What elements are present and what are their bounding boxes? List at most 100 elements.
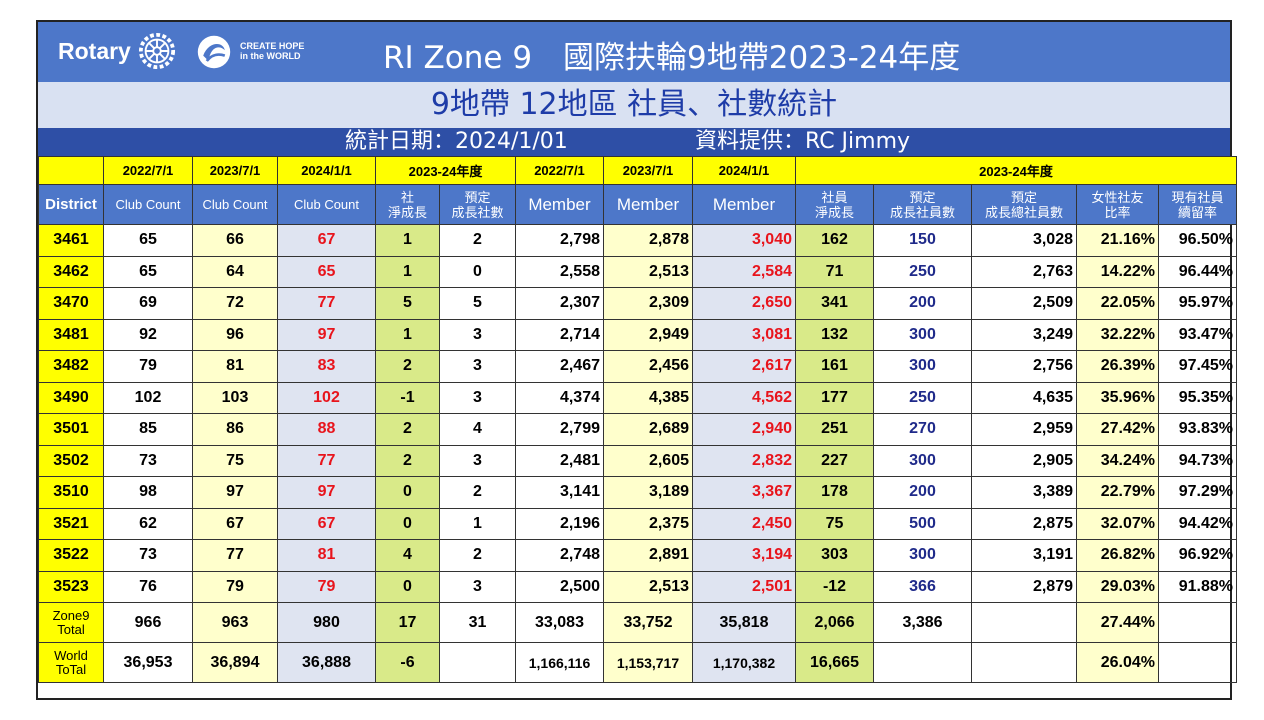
cell-m23: 1,153,717: [603, 642, 693, 683]
cell-cc22: 65: [103, 255, 193, 288]
cell-district: 3482: [38, 350, 104, 383]
cell-retention: 96.44%: [1157, 255, 1238, 288]
cell-district: 3470: [38, 287, 104, 320]
col-member: Member: [603, 184, 693, 225]
header-date: 2024/1/1: [692, 156, 796, 185]
page-title: RI Zone 9 國際扶輪9地帶2023-24年度: [383, 40, 961, 76]
cell-member-total-target: 2,509: [971, 287, 1077, 320]
cell-member-target: 300: [873, 350, 972, 383]
table-row: 3481 92 96 97 1 3 2,714 2,949 3,081 132 300 3,249 32…: [38, 318, 1238, 351]
cell-cc22: 79: [103, 350, 193, 383]
cell-m24: 1,170,382: [692, 642, 796, 683]
cell-cc23: 963: [192, 602, 278, 643]
row-label-line: World: [54, 647, 88, 663]
cell-member-total-target: [971, 602, 1077, 643]
row-label: Zone9 Total: [38, 602, 104, 643]
cell-district: 3490: [38, 381, 104, 414]
col-retention: 現有社員 續留率: [1157, 184, 1238, 225]
cell-m22: 33,083: [515, 602, 604, 643]
cell-cc22: 98: [103, 476, 193, 509]
cell-retention: 93.83%: [1157, 413, 1238, 446]
cell-member-target: 300: [873, 539, 972, 572]
cell-member-growth: 303: [795, 539, 874, 572]
col-member: Member: [692, 184, 796, 225]
cell-club-target: 3: [439, 318, 516, 351]
cell-member-target: 3,386: [873, 602, 972, 643]
cell-member-target: 366: [873, 570, 972, 603]
cell-member-total-target: 3,389: [971, 476, 1077, 509]
cell-cc22: 73: [103, 444, 193, 477]
cell-district: 3462: [38, 255, 104, 288]
zone-total-row: Zone9 Total 966 963 980 17 31 33,083 33,7…: [38, 602, 1238, 643]
col-label-line: 淨成長: [387, 204, 427, 220]
cell-cc23: 36,894: [192, 642, 278, 683]
header-year: 2023-24年度: [375, 156, 516, 185]
header-row-dates: 2022/7/1 2023/7/1 2024/1/1 2023-24年度 202…: [38, 156, 1238, 185]
cell-m23: 4,385: [603, 381, 693, 414]
cell-club-growth: 5: [375, 287, 440, 320]
row-label-line: Total: [57, 621, 85, 637]
header-date: 2024/1/1: [277, 156, 376, 185]
col-female-ratio: 女性社友 比率: [1076, 184, 1159, 225]
cell-club-target: 5: [439, 287, 516, 320]
cell-m24: 2,832: [692, 444, 796, 477]
cell-cc24: 67: [277, 224, 376, 257]
cell-member-growth: 177: [795, 381, 874, 414]
cell-female-ratio: 26.39%: [1076, 350, 1159, 383]
cell-cc22: 73: [103, 539, 193, 572]
header-date: 2023/7/1: [603, 156, 693, 185]
cell-cc22: 62: [103, 507, 193, 540]
cell-m22: 1,166,116: [515, 642, 604, 683]
world-total-row: World ToTal 36,953 36,894 36,888 -6 1,166…: [38, 642, 1238, 683]
table-row: 3462 65 64 65 1 0 2,558 2,513 2,584 71 250 2,763 14.…: [38, 255, 1238, 288]
col-label-line: 預定: [1010, 189, 1037, 205]
cell-club-growth: 1: [375, 224, 440, 257]
header-row-columns: District Club Count Club Count Club Coun…: [38, 184, 1238, 225]
create-hope-line2: in the WORLD: [240, 51, 301, 61]
col-club-count: Club Count: [192, 184, 278, 225]
cell-member-growth: 161: [795, 350, 874, 383]
row-label-line: ToTal: [55, 661, 87, 677]
cell-club-growth: 2: [375, 413, 440, 446]
cell-female-ratio: 32.22%: [1076, 318, 1159, 351]
cell-member-growth: 2,066: [795, 602, 874, 643]
cell-m22: 2,558: [515, 255, 604, 288]
cell-member-growth: 132: [795, 318, 874, 351]
cell-club-growth: -1: [375, 381, 440, 414]
cell-cc24: 77: [277, 287, 376, 320]
header-date: 2022/7/1: [515, 156, 604, 185]
col-label-line: 淨成長: [814, 204, 854, 220]
cell-cc23: 64: [192, 255, 278, 288]
cell-m22: 2,307: [515, 287, 604, 320]
col-member-total-target: 預定 成長總社員數: [971, 184, 1077, 225]
cell-club-growth: -6: [375, 642, 440, 683]
cell-member-growth: -12: [795, 570, 874, 603]
cell-cc24: 980: [277, 602, 376, 643]
rotary-wheel-icon: [138, 32, 176, 70]
cell-cc22: 36,953: [103, 642, 193, 683]
cell-member-target: 200: [873, 476, 972, 509]
col-member: Member: [515, 184, 604, 225]
col-label-line: 續留率: [1178, 204, 1218, 220]
cell-retention: 94.42%: [1157, 507, 1238, 540]
col-district: District: [38, 184, 104, 225]
cell-member-total-target: [971, 642, 1077, 683]
col-label-line: 預定: [909, 189, 936, 205]
cell-member-target: 300: [873, 318, 972, 351]
cell-club-target: 3: [439, 381, 516, 414]
cell-cc22: 65: [103, 224, 193, 257]
cell-club-target: 4: [439, 413, 516, 446]
cell-club-target: 1: [439, 507, 516, 540]
cell-district: 3461: [38, 224, 104, 257]
data-source: 資料提供：RC Jimmy: [695, 129, 911, 154]
cell-member-growth: 71: [795, 255, 874, 288]
create-hope-logo-icon: [197, 35, 231, 69]
district-rows: 3461 65 66 67 1 2 2,798 2,878 3,040 162 150 3,028 21…: [38, 224, 1238, 603]
cell-club-target: 2: [439, 476, 516, 509]
cell-m23: 2,309: [603, 287, 693, 320]
total-rows: Zone9 Total 966 963 980 17 31 33,083 33,7…: [38, 602, 1238, 683]
cell-member-total-target: 3,028: [971, 224, 1077, 257]
stats-table: 2022/7/1 2023/7/1 2024/1/1 2023-24年度 202…: [38, 156, 1238, 683]
cell-retention: [1157, 642, 1238, 683]
cell-m23: 2,891: [603, 539, 693, 572]
